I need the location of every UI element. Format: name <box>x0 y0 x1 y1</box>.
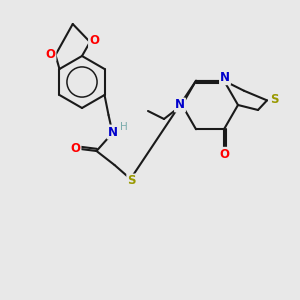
Text: H: H <box>120 122 128 132</box>
Text: N: N <box>175 98 185 112</box>
Text: O: O <box>46 47 56 61</box>
Text: O: O <box>89 34 99 47</box>
Text: N: N <box>107 125 118 139</box>
Text: N: N <box>220 71 230 84</box>
Text: S: S <box>270 93 278 106</box>
Text: S: S <box>127 175 136 188</box>
Text: O: O <box>70 142 80 154</box>
Text: O: O <box>219 148 229 161</box>
